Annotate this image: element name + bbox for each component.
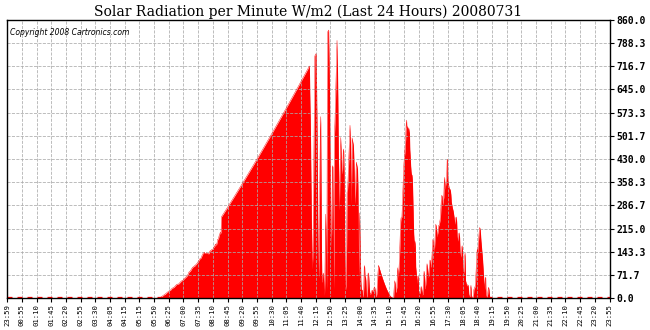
Title: Solar Radiation per Minute W/m2 (Last 24 Hours) 20080731: Solar Radiation per Minute W/m2 (Last 24… — [94, 4, 523, 18]
Text: Copyright 2008 Cartronics.com: Copyright 2008 Cartronics.com — [10, 28, 129, 37]
